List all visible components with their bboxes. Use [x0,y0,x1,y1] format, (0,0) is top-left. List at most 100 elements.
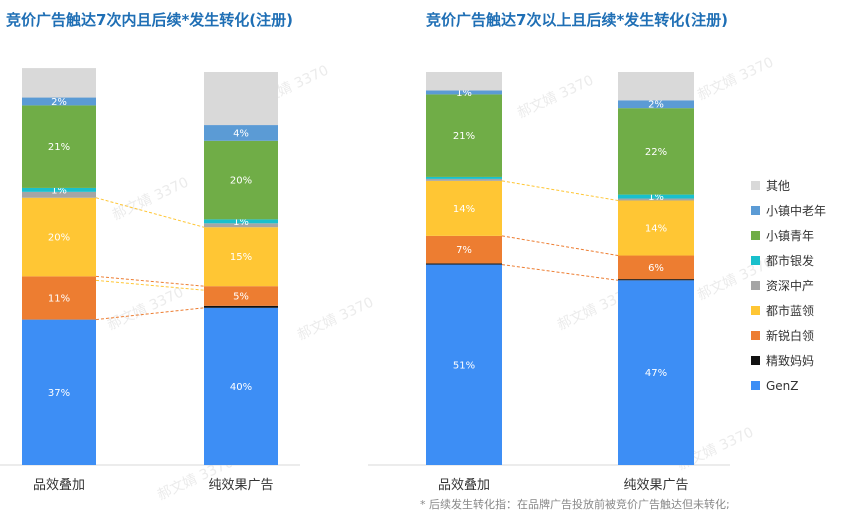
bar-segment-new-white-collar [618,255,694,280]
data-label: 4% [233,128,249,139]
data-label: 1% [233,217,249,228]
bar-segment-small-town-elderly [204,125,278,141]
connector-line [501,180,619,202]
bar-segment-other [426,72,502,91]
bar-segment-small-town-elderly [22,97,96,106]
chart-title-right: 竞价广告触达7次以上且后续*发生转化(注册) [426,11,728,29]
chart-right: 竞价广告触达7次以上且后续*发生转化(注册) 51% 7% 14% 21% 1% 品效叠加… [368,11,730,493]
bar-segment-refined-moms [618,279,694,281]
bar-segment-other [204,72,278,126]
bar-segment-new-white-collar [204,286,278,306]
category-label: 品效叠加 [438,478,490,493]
legend-label-genz: GenZ [766,379,799,393]
watermark-text: 郝文婧 3370 [110,174,191,223]
watermark-text: 郝文婧 3370 [695,54,776,103]
data-label: 2% [51,97,67,108]
legend-label-other: 其他 [766,179,790,193]
legend-swatch-small-town-youth [751,231,760,240]
bar-segment-genz [426,264,502,465]
data-label: 21% [453,131,475,142]
data-label: 37% [48,388,70,399]
legend-swatch-small-town-elderly [751,206,760,215]
watermark-text: 郝文婧 3370 [295,294,376,343]
legend-label-small-town-youth: 小镇青年 [766,229,814,243]
connector-line [95,307,205,321]
bar-segment-small-town-youth [618,108,694,195]
data-label: 14% [453,204,475,215]
bar-segment-small-town-youth [22,105,96,188]
bar-segment-small-town-elderly [426,90,502,95]
bar-segment-senior-middle-class [204,223,278,228]
bar-segment-genz [22,319,96,465]
data-label: 1% [456,88,472,99]
data-label: 6% [648,263,664,274]
category-label: 纯效果广告 [208,478,273,493]
bar-segment-other [618,72,694,101]
category-label: 品效叠加 [33,478,85,493]
data-label: 21% [48,142,70,153]
connector-line [501,264,619,281]
bar-segment-urban-blue-collar [22,197,96,277]
bar-segment-genz [618,280,694,465]
legend-label-small-town-elderly: 小镇中老年 [766,203,826,218]
connector-line [95,275,205,287]
data-label: 15% [230,252,252,263]
bar-segment-small-town-elderly [618,100,694,109]
legend-swatch-new-white-collar [751,331,760,340]
legend-swatch-genz [751,381,760,390]
data-label: 40% [230,382,252,393]
data-label: 2% [648,100,664,111]
legend-swatch-senior-middle-class [751,281,760,290]
bar-segment-urban-blue-collar [426,180,502,236]
data-label: 7% [456,245,472,256]
footnote: * 后续发生转化指：在品牌广告投放前被竞价广告触达但未转化; [420,497,730,511]
connector-line [501,235,619,257]
bar-segment-other [22,68,96,98]
bar-segment-refined-moms [204,305,278,308]
bar-segment-senior-middle-class [426,178,502,181]
bar-segment-urban-seniors [426,176,502,179]
data-label: 5% [233,292,249,303]
category-label: 纯效果广告 [623,478,688,493]
legend-label-urban-blue-collar: 都市蓝领 [766,303,814,318]
data-label: 20% [48,233,70,244]
legend-swatch-refined-moms [751,356,760,365]
data-label: 51% [453,360,475,371]
data-label: 20% [230,176,252,187]
watermark-text: 郝文婧 3370 [105,284,186,333]
legend-label-refined-moms: 精致妈妈 [766,354,814,368]
data-label: 1% [51,185,67,196]
bar-segment-new-white-collar [426,235,502,264]
legend-swatch-urban-blue-collar [751,306,760,315]
bar-segment-urban-blue-collar [618,200,694,256]
data-label: 47% [645,368,667,379]
legend-label-new-white-collar: 新锐白领 [766,328,814,343]
bar-segment-refined-moms [426,263,502,265]
bar-segment-urban-seniors [618,194,694,199]
watermark-text: 郝文婧 3370 [515,72,596,121]
connector-line [95,197,205,228]
chart-title-left: 竞价广告触达7次内且后续*发生转化(注册) [6,11,293,29]
legend-label-urban-seniors: 都市银发 [766,253,814,268]
bar-segment-urban-seniors [22,187,96,192]
data-label: 1% [648,192,664,203]
watermark-text: 郝文婧 3370 [695,254,776,303]
bar-segment-new-white-collar [22,276,96,320]
data-label: 11% [48,293,70,304]
legend-swatch-other [751,181,760,190]
bar-segment-genz [204,307,278,465]
legend-label-senior-middle-class: 资深中产 [766,278,814,293]
bar-segment-senior-middle-class [22,191,96,198]
bar-segment-urban-blue-collar [204,227,278,287]
data-label: 22% [645,147,667,158]
bar-segment-small-town-youth [426,94,502,177]
data-label: 14% [645,224,667,235]
bar-segment-urban-seniors [204,219,278,224]
connector-line [95,279,205,291]
bar-segment-senior-middle-class [618,198,694,201]
bar-segment-small-town-youth [204,140,278,220]
legend-swatch-urban-seniors [751,256,760,265]
chart-left: 竞价广告触达7次内且后续*发生转化(注册) 37% 11% 20% 1% 21% 2% 品效… [0,11,300,493]
